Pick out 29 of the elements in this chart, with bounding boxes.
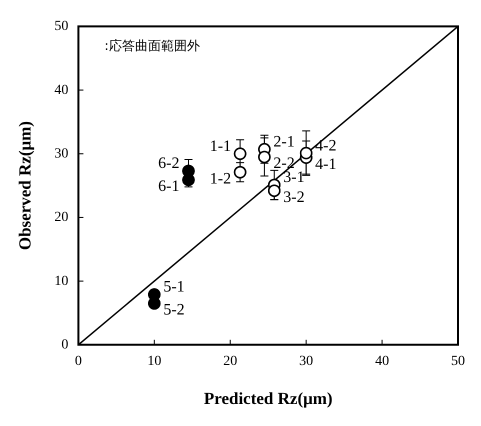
point [234, 166, 246, 178]
annotation: 6-2 [158, 155, 180, 172]
y-axis-title: Observed Rz(μm) [16, 121, 35, 250]
x-tick-label: 30 [299, 354, 314, 369]
y-tick-label: 10 [54, 274, 68, 289]
annotation: 2-1 [273, 134, 295, 151]
x-tick-label: 10 [147, 354, 162, 369]
point [234, 148, 246, 160]
y-tick-label: 0 [61, 337, 68, 352]
y-tick-label: 40 [54, 82, 68, 98]
annotation: 6-1 [158, 178, 180, 196]
y-tick-label: 50 [54, 19, 68, 34]
annotation: 1-1 [210, 138, 232, 155]
point [268, 184, 281, 197]
point [300, 146, 312, 160]
x-tick-label: 20 [223, 354, 238, 369]
annotation: 3-2 [283, 188, 305, 206]
annotation: 4-1 [315, 156, 336, 173]
annotation: 5-1 [163, 278, 185, 296]
y-tick-label: 30 [54, 146, 68, 162]
y-tick-label: 20 [54, 210, 68, 226]
annotation: :応答曲面範囲外 [104, 38, 200, 54]
x-tick-label: 50 [451, 354, 465, 369]
annotation: 5-2 [163, 302, 185, 319]
x-tick-label: 40 [375, 354, 390, 369]
point [258, 150, 271, 164]
x-tick-label: 0 [74, 354, 82, 369]
x-axis-title: Predicted Rz(μm) [204, 389, 333, 408]
annotation: 1-2 [210, 170, 232, 188]
